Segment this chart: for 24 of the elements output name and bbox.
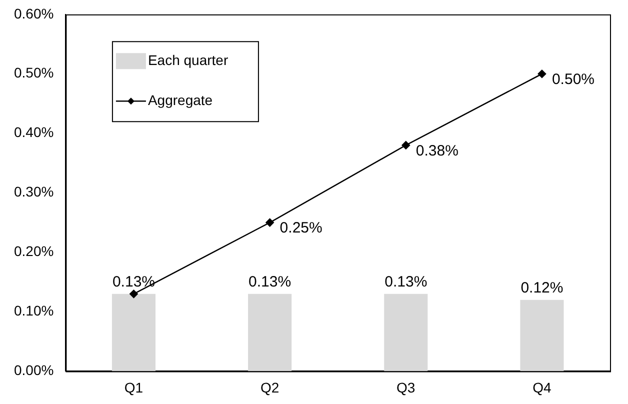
y-tick-label: 0.00% bbox=[14, 362, 54, 378]
point bbox=[402, 141, 410, 150]
point bbox=[130, 290, 138, 298]
data-label: 0.12% bbox=[520, 279, 564, 296]
data-label: 0.50% bbox=[552, 71, 595, 88]
data-label: 0.38% bbox=[416, 142, 458, 160]
x-tick-label: Q2 bbox=[260, 379, 280, 396]
y-tick-label: 0.40% bbox=[14, 124, 54, 140]
legend-label: Aggregate bbox=[148, 92, 213, 108]
y-tick-label: 0.60% bbox=[14, 5, 54, 22]
point bbox=[538, 70, 546, 78]
data-label: 0.13% bbox=[112, 274, 156, 291]
y-tick-label: 0.30% bbox=[14, 184, 54, 200]
point bbox=[266, 218, 274, 227]
y-tick-label: 0.20% bbox=[14, 243, 54, 260]
y-tick-label: 0.10% bbox=[14, 302, 54, 319]
x-tick-label: Q3 bbox=[396, 379, 416, 396]
data-label: 0.25% bbox=[280, 220, 322, 237]
x-tick-label: Q4 bbox=[532, 379, 552, 396]
data-label: 0.13% bbox=[384, 274, 428, 291]
x-tick-label: Q1 bbox=[124, 379, 144, 396]
data-label: 0.13% bbox=[248, 274, 292, 291]
y-tick-label: 0.50% bbox=[14, 64, 54, 81]
legend-label: Each quarter bbox=[148, 52, 228, 68]
